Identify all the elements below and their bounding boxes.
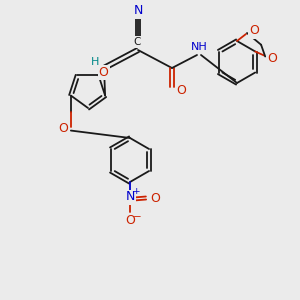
Text: O: O <box>249 25 259 38</box>
Text: O: O <box>58 122 68 135</box>
Text: O: O <box>99 66 109 79</box>
Text: NH: NH <box>190 42 207 52</box>
Text: C: C <box>133 37 141 47</box>
Text: −: − <box>133 212 141 222</box>
Text: O: O <box>176 83 186 97</box>
Text: O: O <box>125 214 135 226</box>
Text: +: + <box>132 188 140 196</box>
Text: O: O <box>150 191 160 205</box>
Text: H: H <box>91 57 99 67</box>
Text: O: O <box>267 52 277 65</box>
Text: N: N <box>133 4 143 17</box>
Text: N: N <box>125 190 135 203</box>
